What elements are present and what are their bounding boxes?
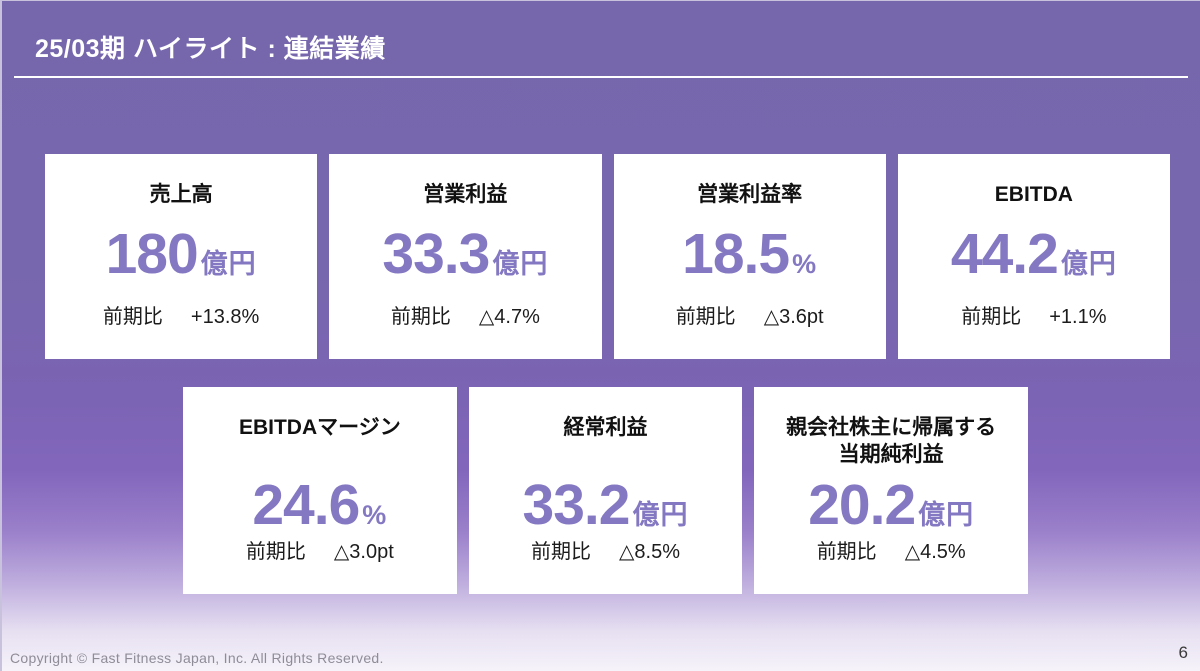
kpi-value: 24.6 %	[252, 477, 387, 534]
kpi-card-ebitda-margin: EBITDAマージン 24.6 % 前期比 △3.0pt	[183, 387, 457, 594]
kpi-title: 営業利益率	[697, 183, 803, 206]
kpi-value: 20.2 億円	[808, 477, 974, 534]
kpi-change-label: 前期比	[102, 306, 163, 328]
kpi-value: 33.3 億円	[382, 221, 549, 286]
kpi-card-ordinary-profit: 経常利益 33.2 億円 前期比 △8.5%	[468, 387, 743, 594]
kpi-value: 33.2 億円	[523, 477, 689, 534]
kpi-value-unit: 億円	[918, 500, 975, 530]
kpi-change-label: 前期比	[390, 306, 451, 328]
kpi-value: 18.5 %	[682, 221, 818, 286]
kpi-title: 経常利益	[563, 416, 648, 439]
copyright-text: Copyright © Fast Fitness Japan, Inc. All…	[10, 650, 384, 666]
kpi-title: 営業利益	[423, 183, 508, 206]
kpi-value: 180 億円	[105, 221, 257, 286]
kpi-change-value: △3.0pt	[333, 541, 394, 563]
kpi-change-label: 前期比	[245, 541, 306, 563]
kpi-value-number: 24.6	[252, 473, 360, 537]
kpi-value-unit: 億円	[632, 500, 689, 530]
kpi-change: 前期比 △4.7%	[391, 300, 540, 329]
kpi-value-unit: 億円	[492, 248, 549, 279]
kpi-value-number: 33.3	[382, 221, 490, 286]
kpi-value-unit: 億円	[1060, 248, 1117, 279]
kpi-card-operating-profit: 営業利益 33.3 億円 前期比 △4.7%	[329, 154, 602, 359]
kpi-card-revenue: 売上高 180 億円 前期比 +13.8%	[45, 154, 318, 359]
kpi-change-value: △4.7%	[478, 306, 540, 328]
kpi-row-top: 売上高 180 億円 前期比 +13.8% 営業利益 33.3 億円	[45, 154, 1170, 359]
kpi-value-unit: 億円	[200, 248, 257, 279]
kpi-value-number: 20.2	[808, 473, 916, 537]
kpi-card-ebitda: EBITDA 44.2 億円 前期比 +1.1%	[897, 154, 1170, 359]
kpi-change-value: △8.5%	[619, 541, 680, 563]
kpi-change: 前期比 +1.1%	[961, 300, 1106, 329]
kpi-value-unit: %	[792, 248, 818, 279]
kpi-value-number: 44.2	[950, 221, 1059, 286]
title-divider	[14, 76, 1188, 78]
kpi-change-value: +1.1%	[1049, 306, 1107, 328]
kpi-change: 前期比 △4.5%	[817, 535, 966, 564]
kpi-title: 親会社株主に帰属する 当期純利益	[786, 416, 997, 467]
kpi-value-number: 18.5	[682, 221, 790, 286]
page-title: 25/03期 ハイライト : 連結業績	[35, 35, 386, 63]
kpi-title: EBITDA	[994, 183, 1073, 206]
kpi-change-value: △3.6pt	[763, 306, 824, 328]
kpi-value: 44.2 億円	[950, 221, 1117, 286]
kpi-change-label: 前期比	[816, 541, 877, 563]
kpi-change-value: △4.5%	[904, 541, 966, 563]
kpi-change-value: +13.8%	[190, 306, 260, 328]
kpi-change: 前期比 △3.0pt	[246, 535, 394, 564]
kpi-change: 前期比 △8.5%	[531, 535, 680, 564]
kpi-card-net-income: 親会社株主に帰属する 当期純利益 20.2 億円 前期比 △4.5%	[754, 387, 1029, 594]
kpi-card-operating-margin: 営業利益率 18.5 % 前期比 △3.6pt	[613, 154, 886, 359]
kpi-change: 前期比 △3.6pt	[676, 300, 824, 329]
kpi-value-number: 33.2	[522, 473, 631, 537]
kpi-title: EBITDAマージン	[238, 416, 401, 439]
kpi-value-unit: %	[362, 500, 388, 530]
kpi-change: 前期比 +13.8%	[103, 300, 259, 329]
kpi-change-label: 前期比	[531, 541, 592, 563]
kpi-change-label: 前期比	[675, 306, 736, 328]
kpi-change-label: 前期比	[961, 306, 1022, 328]
page-number: 6	[1178, 643, 1188, 662]
kpi-value-number: 180	[105, 221, 199, 286]
kpi-row-bottom: EBITDAマージン 24.6 % 前期比 △3.0pt 経常利益 33.2 億…	[183, 387, 1029, 594]
kpi-title: 売上高	[149, 183, 213, 206]
